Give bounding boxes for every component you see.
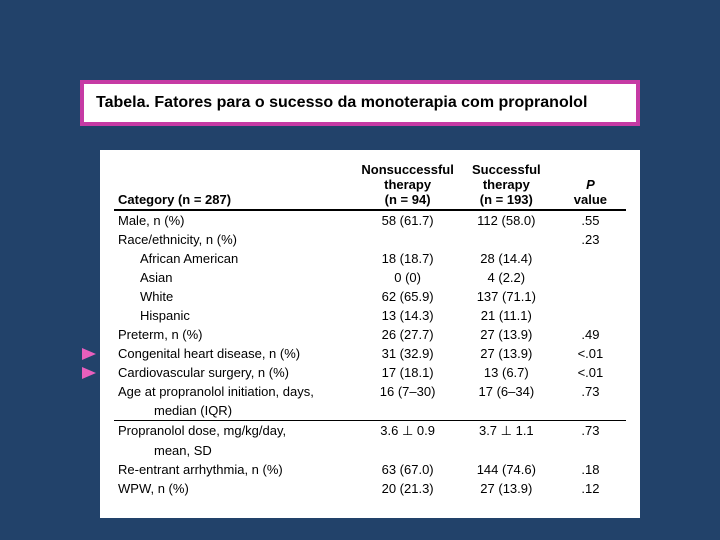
- title-box: Tabela. Fatores para o sucesso da monote…: [80, 80, 640, 126]
- data-table: Category (n = 287) Nonsuccessful therapy…: [114, 160, 626, 498]
- th-category: Category (n = 287): [114, 160, 357, 210]
- cell-nonsuccess: 58 (61.7): [357, 210, 457, 230]
- row-label: WPW, n (%): [114, 479, 357, 498]
- row-label: Re-entrant arrhythmia, n (%): [114, 460, 357, 479]
- cell-success: 4 (2.2): [458, 268, 555, 287]
- cell-nonsuccess: 63 (67.0): [357, 460, 457, 479]
- cell-nonsuccess: 0 (0): [357, 268, 457, 287]
- title-text: Tabela. Fatores para o sucesso da monote…: [96, 94, 587, 111]
- table-row: WPW, n (%)20 (21.3)27 (13.9).12: [114, 479, 626, 498]
- cell-pvalue: [555, 249, 626, 268]
- table-row: Congenital heart disease, n (%)31 (32.9)…: [114, 344, 626, 363]
- cell-success: 21 (11.1): [458, 306, 555, 325]
- cell-success: 28 (14.4): [458, 249, 555, 268]
- table-container: Category (n = 287) Nonsuccessful therapy…: [100, 150, 640, 518]
- table-row: Propranolol dose, mg/kg/day,3.6 ⊥ 0.93.7…: [114, 421, 626, 442]
- table-row: Age at propranolol initiation, days,16 (…: [114, 382, 626, 401]
- cell-success: 27 (13.9): [458, 479, 555, 498]
- th-success: Successful therapy (n = 193): [458, 160, 555, 210]
- row-label: Cardiovascular surgery, n (%): [114, 363, 357, 382]
- cell-pvalue: <.01: [555, 363, 626, 382]
- cell-pvalue: [555, 287, 626, 306]
- cell-nonsuccess: 20 (21.3): [357, 479, 457, 498]
- cell-pvalue: .49: [555, 325, 626, 344]
- cell-pvalue: .73: [555, 382, 626, 401]
- table-row: Preterm, n (%)26 (27.7)27 (13.9).49: [114, 325, 626, 344]
- cell-success: 27 (13.9): [458, 344, 555, 363]
- cell-pvalue: [555, 268, 626, 287]
- table-row: African American18 (18.7)28 (14.4): [114, 249, 626, 268]
- table-row: Hispanic13 (14.3)21 (11.1): [114, 306, 626, 325]
- cell-success: 3.7 ⊥ 1.1: [458, 421, 555, 442]
- row-label: median (IQR): [114, 401, 357, 421]
- cell-nonsuccess: 16 (7–30): [357, 382, 457, 401]
- cell-pvalue: .55: [555, 210, 626, 230]
- cell-nonsuccess: [357, 401, 457, 421]
- cell-nonsuccess: 62 (65.9): [357, 287, 457, 306]
- table-row: mean, SD: [114, 441, 626, 460]
- cell-pvalue: [555, 306, 626, 325]
- cell-success: 144 (74.6): [458, 460, 555, 479]
- row-label: mean, SD: [114, 441, 357, 460]
- cell-nonsuccess: 31 (32.9): [357, 344, 457, 363]
- cell-nonsuccess: 3.6 ⊥ 0.9: [357, 421, 457, 442]
- cell-nonsuccess: 13 (14.3): [357, 306, 457, 325]
- cell-nonsuccess: 18 (18.7): [357, 249, 457, 268]
- row-label: Propranolol dose, mg/kg/day,: [114, 421, 357, 442]
- cell-pvalue: .12: [555, 479, 626, 498]
- highlight-arrow-icon: [82, 348, 96, 360]
- cell-success: 13 (6.7): [458, 363, 555, 382]
- cell-success: 17 (6–34): [458, 382, 555, 401]
- table-body: Male, n (%)58 (61.7)112 (58.0).55Race/et…: [114, 210, 626, 498]
- row-label: White: [114, 287, 357, 306]
- cell-nonsuccess: [357, 230, 457, 249]
- table-row: Male, n (%)58 (61.7)112 (58.0).55: [114, 210, 626, 230]
- cell-pvalue: .73: [555, 421, 626, 442]
- row-label: African American: [114, 249, 357, 268]
- table-row: Race/ethnicity, n (%) .23: [114, 230, 626, 249]
- cell-pvalue: [555, 401, 626, 421]
- cell-success: 27 (13.9): [458, 325, 555, 344]
- row-label: Hispanic: [114, 306, 357, 325]
- cell-nonsuccess: 17 (18.1): [357, 363, 457, 382]
- table-row: Re-entrant arrhythmia, n (%)63 (67.0)144…: [114, 460, 626, 479]
- highlight-arrow-icon: [82, 367, 96, 379]
- th-nonsuccess: Nonsuccessful therapy (n = 94): [357, 160, 457, 210]
- cell-success: 112 (58.0): [458, 210, 555, 230]
- cell-pvalue: <.01: [555, 344, 626, 363]
- th-pvalue: P value: [555, 160, 626, 210]
- cell-nonsuccess: [357, 441, 457, 460]
- row-label: Race/ethnicity, n (%): [114, 230, 357, 249]
- row-label: Male, n (%): [114, 210, 357, 230]
- cell-nonsuccess: 26 (27.7): [357, 325, 457, 344]
- cell-success: [458, 441, 555, 460]
- table-row: White62 (65.9)137 (71.1): [114, 287, 626, 306]
- table-row: Cardiovascular surgery, n (%)17 (18.1)13…: [114, 363, 626, 382]
- cell-pvalue: [555, 441, 626, 460]
- cell-pvalue: .18: [555, 460, 626, 479]
- row-label: Asian: [114, 268, 357, 287]
- table-row: median (IQR): [114, 401, 626, 421]
- table-row: Asian0 (0)4 (2.2): [114, 268, 626, 287]
- row-label: Preterm, n (%): [114, 325, 357, 344]
- cell-success: [458, 401, 555, 421]
- row-label: Age at propranolol initiation, days,: [114, 382, 357, 401]
- cell-success: [458, 230, 555, 249]
- cell-pvalue: .23: [555, 230, 626, 249]
- cell-success: 137 (71.1): [458, 287, 555, 306]
- row-label: Congenital heart disease, n (%): [114, 344, 357, 363]
